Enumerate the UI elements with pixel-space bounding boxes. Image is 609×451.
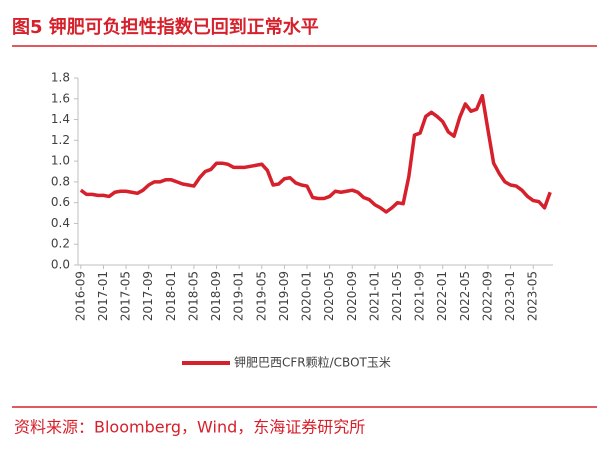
x-tick-label: 2021-05	[390, 271, 404, 321]
y-tick-label: 0.2	[51, 237, 70, 251]
x-tick-label: 2017-05	[119, 271, 133, 321]
x-tick-label: 2020-05	[322, 271, 336, 321]
data-line	[79, 93, 552, 214]
x-tick-label: 2018-05	[186, 271, 200, 321]
y-tick-label: 1.8	[51, 71, 70, 85]
y-tick-label: 0.8	[51, 174, 70, 188]
y-tick-label: 0.0	[51, 258, 70, 272]
legend-label: 钾肥巴西CFR颗粒/CBOT玉米	[234, 355, 391, 370]
x-tick-label: 2020-09	[345, 271, 359, 321]
x-tick-label: 2018-09	[209, 271, 223, 321]
y-tick-label: 1.4	[51, 112, 70, 126]
x-tick-label: 2019-05	[254, 271, 268, 321]
x-tick-label: 2016-09	[73, 271, 87, 321]
x-tick-label: 2023-01	[503, 271, 517, 321]
x-tick-label: 2022-09	[480, 271, 494, 321]
y-tick-label: 1.6	[51, 91, 70, 105]
x-tick-label: 2019-01	[232, 271, 246, 321]
x-tick-label: 2020-01	[300, 271, 314, 321]
y-tick-label: 0.4	[51, 216, 70, 230]
x-tick-label: 2021-09	[413, 271, 427, 321]
source-note: 资料来源：Bloomberg，Wind，东海证券研究所	[14, 418, 365, 437]
x-tick-label: 2022-05	[458, 271, 472, 321]
y-tick-label: 1.0	[51, 154, 70, 168]
x-tick-label: 2021-01	[367, 271, 381, 321]
x-tick-label: 2018-01	[164, 271, 178, 321]
y-tick-label: 0.6	[51, 195, 70, 209]
x-tick-label: 2023-05	[526, 271, 540, 321]
y-tick-label: 1.2	[51, 133, 70, 147]
x-tick-label: 2022-01	[435, 271, 449, 321]
x-tick-label: 2017-09	[141, 271, 155, 321]
chart-title: 图5 钾肥可负担性指数已回到正常水平	[12, 16, 319, 38]
x-tick-label: 2017-01	[96, 271, 110, 321]
x-tick-label: 2019-09	[277, 271, 291, 321]
